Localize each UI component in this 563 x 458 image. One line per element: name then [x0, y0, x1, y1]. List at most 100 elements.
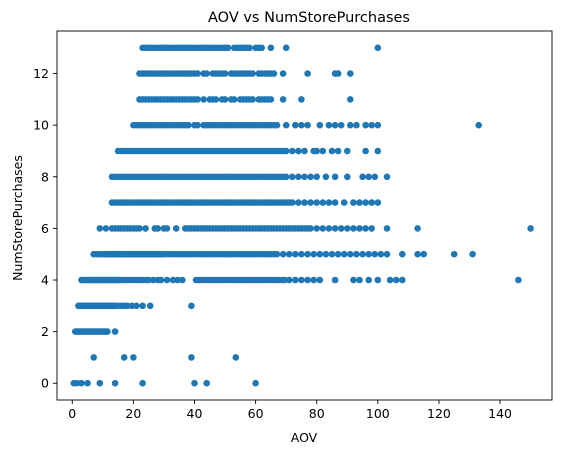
data-point: [334, 70, 342, 77]
data-point: [365, 250, 373, 258]
data-point: [267, 96, 275, 103]
data-point: [200, 96, 207, 103]
data-point: [298, 250, 305, 258]
data-point: [356, 199, 363, 206]
data-point: [371, 173, 379, 181]
data-point: [221, 96, 229, 103]
data-point: [350, 199, 357, 206]
data-point: [172, 225, 180, 232]
data-point: [374, 276, 382, 284]
data-point: [203, 70, 210, 77]
data-point: [292, 121, 299, 129]
data-point: [365, 276, 373, 284]
data-point: [386, 276, 394, 284]
data-point: [383, 225, 391, 232]
data-point: [169, 276, 177, 284]
data-point: [307, 199, 314, 206]
data-point: [96, 379, 104, 387]
plot-frame: [56, 30, 553, 401]
y-tick-label: 12: [33, 66, 49, 81]
data-point: [191, 379, 198, 387]
data-point: [350, 276, 357, 284]
data-point: [515, 276, 522, 284]
x-tick-label: 20: [125, 406, 141, 421]
y-axis-label: NumStorePurchases: [10, 155, 25, 281]
data-point: [279, 70, 287, 77]
data-point: [304, 276, 311, 284]
data-point: [104, 328, 111, 335]
data-point: [307, 173, 314, 181]
data-point: [319, 147, 327, 155]
data-point: [356, 225, 363, 232]
data-point: [289, 147, 296, 155]
data-point: [322, 173, 330, 181]
y-tick-label: 4: [41, 273, 49, 288]
x-tick-label: 120: [427, 406, 451, 421]
data-point: [319, 225, 327, 232]
data-point: [475, 121, 483, 129]
data-point: [295, 199, 302, 206]
data-point: [319, 199, 327, 206]
data-point: [313, 147, 321, 155]
data-point: [102, 225, 110, 232]
x-tick-label: 40: [187, 406, 203, 421]
data-point: [371, 250, 379, 258]
data-point: [111, 328, 119, 335]
data-point: [298, 276, 305, 284]
data-point: [383, 173, 391, 181]
data-point: [279, 96, 287, 103]
data-point: [90, 354, 97, 361]
data-point: [344, 147, 351, 155]
data-point: [282, 44, 290, 52]
data-point: [325, 121, 333, 129]
data-point: [304, 121, 311, 129]
data-point: [469, 250, 476, 258]
data-point: [331, 199, 339, 206]
data-point: [399, 250, 406, 258]
data-point: [340, 250, 348, 258]
data-point: [145, 276, 152, 284]
data-point: [267, 44, 275, 52]
data-point: [273, 250, 281, 258]
data-point: [347, 250, 354, 258]
data-point: [362, 199, 369, 206]
data-point: [301, 147, 308, 155]
data-point: [139, 379, 146, 387]
data-point: [282, 121, 290, 129]
x-tick-label: 60: [248, 406, 264, 421]
data-point: [133, 302, 140, 310]
data-point: [313, 199, 321, 206]
data-point: [325, 199, 333, 206]
data-point: [249, 96, 256, 103]
data-point: [392, 276, 400, 284]
data-point: [224, 44, 232, 52]
x-tick-label: 140: [488, 406, 512, 421]
data-point: [527, 225, 534, 232]
data-point: [282, 173, 290, 181]
data-point: [347, 96, 354, 103]
x-axis-label: AOV: [291, 430, 318, 445]
data-point: [322, 250, 330, 258]
data-point: [111, 379, 119, 387]
data-point: [301, 199, 308, 206]
data-point: [316, 276, 324, 284]
data-point: [353, 250, 360, 258]
axes: 0 20 40 60 80 100 120 140 0 2 4 6 8 10 12: [33, 30, 553, 421]
data-point: [295, 173, 302, 181]
data-point: [307, 225, 314, 232]
data-point: [249, 70, 256, 77]
data-point: [157, 276, 165, 284]
data-point: [340, 199, 348, 206]
data-point: [185, 121, 192, 129]
data-point: [252, 379, 259, 387]
data-point: [374, 147, 382, 155]
data-point: [194, 70, 201, 77]
data-point: [212, 96, 220, 103]
data-point: [368, 121, 376, 129]
data-points: [70, 44, 534, 387]
data-point: [292, 250, 299, 258]
data-point: [310, 250, 318, 258]
data-point: [194, 121, 201, 129]
data-point: [221, 70, 229, 77]
data-point: [136, 225, 143, 232]
